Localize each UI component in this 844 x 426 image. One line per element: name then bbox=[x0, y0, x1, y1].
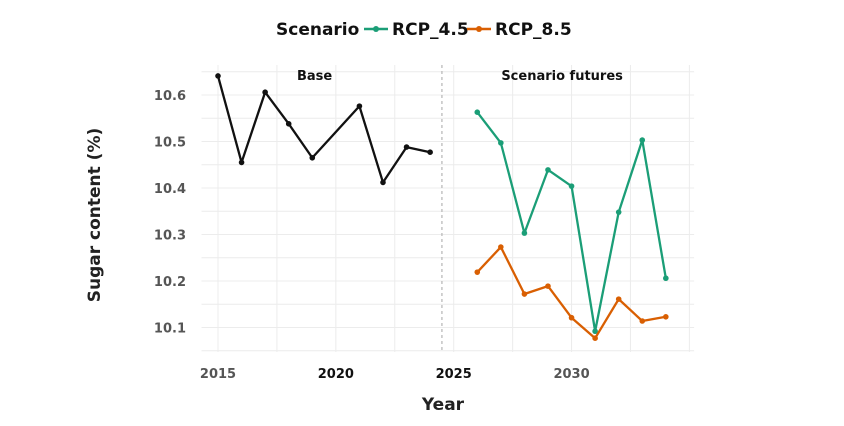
data-point-rcp45 bbox=[545, 167, 551, 173]
legend-marker-rcp45 bbox=[373, 26, 379, 32]
data-point-rcp85 bbox=[568, 314, 575, 321]
x-tick-label: 2015 bbox=[200, 367, 236, 382]
series-line-base bbox=[216, 75, 431, 184]
data-point-rcp85 bbox=[663, 314, 669, 320]
legend-entry-rcp85: RCP_8.5 bbox=[495, 20, 572, 40]
y-tick-label: 10.5 bbox=[154, 136, 186, 151]
panel-label-scenario-futures: Scenario futures bbox=[501, 69, 623, 84]
data-point-rcp45 bbox=[498, 140, 504, 146]
data-point-base bbox=[262, 89, 268, 96]
y-tick-labels: 10.1 10.2 10.3 10.4 10.5 10.6 bbox=[154, 89, 186, 337]
data-point-base bbox=[380, 179, 386, 186]
x-tick-label: 2030 bbox=[553, 367, 589, 382]
panel-label-base: Base bbox=[297, 69, 332, 84]
data-point-base bbox=[215, 73, 221, 79]
data-point-rcp45 bbox=[592, 328, 598, 335]
data-point-rcp45 bbox=[568, 183, 575, 189]
x-tick-label: 2025 bbox=[436, 367, 472, 382]
data-point-rcp85 bbox=[498, 244, 504, 250]
data-point-base bbox=[403, 144, 410, 150]
data-point-rcp85 bbox=[615, 296, 622, 302]
series-layer bbox=[215, 73, 669, 341]
y-tick-label: 10.3 bbox=[154, 229, 186, 244]
data-point-rcp85 bbox=[639, 318, 646, 324]
data-point-base bbox=[356, 103, 363, 109]
data-point-rcp85 bbox=[545, 283, 551, 289]
data-point-base bbox=[427, 149, 433, 155]
data-point-rcp85 bbox=[521, 291, 528, 297]
data-point-rcp45 bbox=[521, 230, 528, 236]
legend: Scenario RCP_4.5 RCP_8.5 bbox=[276, 20, 572, 40]
x-tick-label: 2020 bbox=[318, 367, 354, 382]
data-point-base bbox=[285, 121, 292, 127]
x-tick-labels: 2015 2020 2025 2030 bbox=[200, 367, 590, 382]
data-point-rcp85 bbox=[474, 269, 481, 275]
y-tick-label: 10.2 bbox=[154, 275, 186, 290]
data-point-base bbox=[238, 159, 245, 166]
y-tick-label: 10.6 bbox=[154, 89, 186, 104]
x-axis-label: Year bbox=[421, 395, 465, 415]
data-point-base bbox=[309, 154, 316, 161]
y-axis-label: Sugar content (%) bbox=[85, 128, 105, 303]
data-point-rcp45 bbox=[474, 109, 481, 116]
legend-title: Scenario bbox=[276, 20, 359, 40]
data-point-rcp45 bbox=[615, 209, 622, 215]
legend-entry-rcp45: RCP_4.5 bbox=[392, 20, 469, 40]
data-point-rcp85 bbox=[592, 335, 598, 341]
data-point-rcp45 bbox=[663, 275, 669, 282]
legend-marker-rcp85 bbox=[476, 26, 482, 32]
data-point-rcp45 bbox=[639, 137, 646, 143]
y-tick-label: 10.1 bbox=[154, 322, 186, 337]
y-tick-label: 10.4 bbox=[154, 182, 186, 197]
